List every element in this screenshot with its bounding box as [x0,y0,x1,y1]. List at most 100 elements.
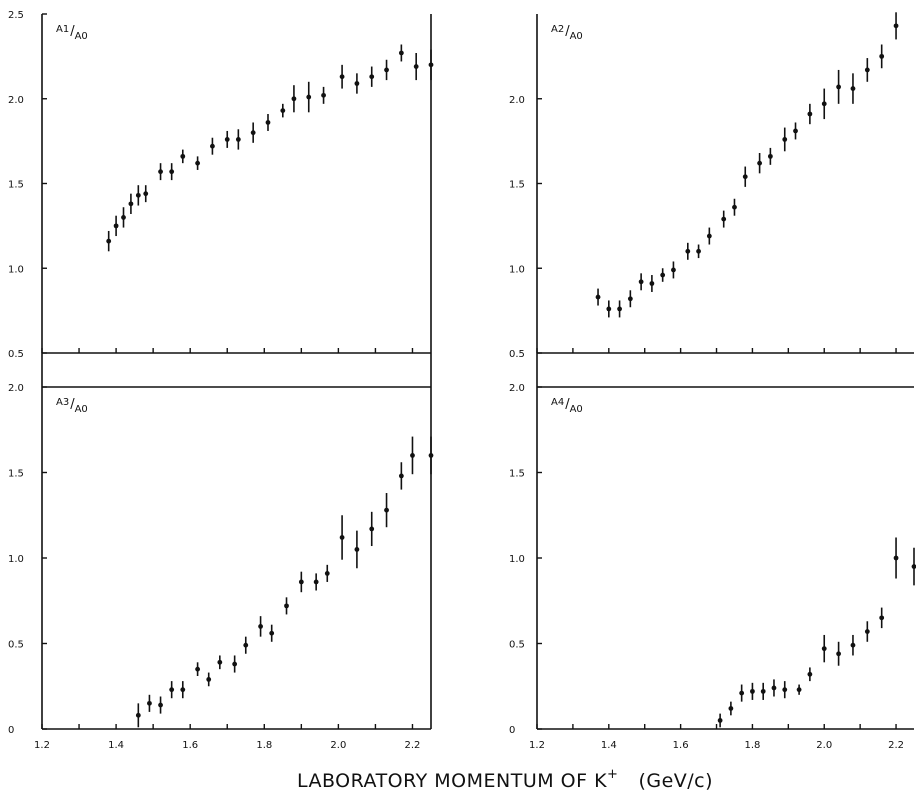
data-point [627,296,633,302]
y-tick-label: 2.0 [8,383,24,394]
data-point [269,630,275,636]
data-point [210,143,215,149]
y-tick-label: 0.5 [509,349,525,360]
data-point [158,702,163,708]
y-tick-label: 1.5 [8,180,24,191]
data-point [821,101,827,107]
data-point [649,281,655,286]
data-point [428,62,434,68]
data-point [169,169,175,175]
data-point [180,687,186,693]
y-tick-label: 1.0 [8,264,24,275]
y-tick-label: 0.5 [8,349,24,360]
x-tick-label: 1.6 [673,740,689,751]
data-point [158,169,163,175]
data-point [384,67,389,73]
panel-label-slash: / [565,24,570,39]
data-point [757,160,763,166]
y-tick-label: 2.0 [8,95,24,106]
y-tick-label: 1.5 [509,469,525,480]
panel-label-numerator: A1 [56,24,69,35]
data-point [313,579,319,585]
data-point [195,160,201,166]
data-point [324,570,330,576]
y-tick-label: 0 [8,725,14,736]
panel-label-denominator: A0 [75,31,88,42]
x-axis-title: LABORATORY MOMENTUM OF K+ (GeV/c) [297,767,713,792]
data-point [369,74,375,80]
data-point [298,579,304,585]
x-tick-label: 2.2 [888,740,904,751]
x-tick-label: 1.4 [601,740,617,751]
data-point [732,204,737,210]
x-axis-title-main: LABORATORY MOMENTUM OF K [297,770,607,792]
data-point [106,238,112,244]
y-tick-label: 1.0 [509,554,525,565]
y-tick-label: 1.0 [8,554,24,565]
data-point [864,67,870,73]
data-point [113,223,119,229]
data-point [143,191,149,197]
y-tick-label: 1.5 [8,469,24,480]
data-point [671,267,676,273]
data-point [180,153,186,159]
panel-label-slash: / [70,24,75,39]
data-point [836,651,841,657]
data-point [135,192,141,198]
y-tick-label: 1.5 [509,180,525,191]
data-point [750,688,755,694]
data-point [696,248,701,254]
y-tick-label: 0 [509,725,515,736]
x-tick-label: 2.0 [330,740,346,751]
data-point [706,233,712,239]
y-tick-label: 2.0 [509,95,525,106]
data-point [879,53,885,59]
data-point [893,555,899,561]
data-point [864,629,870,634]
data-point [807,671,813,677]
x-tick-label: 2.2 [405,740,421,751]
panel-label-slash: / [565,397,570,412]
data-point [767,153,773,159]
data-point [739,690,745,696]
data-point [413,64,419,69]
panel-label-numerator: A3 [56,397,69,408]
data-point [660,272,666,278]
data-point [398,50,404,56]
panel-a1: 0.5 1.0 1.5 2.0 2.5 A1/A0 [8,10,434,360]
x-tick-label: 1.8 [744,740,760,751]
panel-label-numerator: A2 [551,24,564,35]
data-point [354,547,360,552]
panel-label-denominator: A0 [75,404,88,415]
x-axis-title-units: (GeV/c) [638,770,713,792]
data-point [224,137,230,142]
data-point [280,108,286,114]
data-point [807,111,813,117]
data-point [893,23,899,29]
data-point [147,700,152,706]
x-tick-label: 2.0 [816,740,832,751]
data-point [121,215,126,220]
data-point [284,603,289,609]
panel-label-slash: / [70,397,75,412]
data-point [782,687,788,693]
data-point [243,642,249,648]
data-point [850,642,856,648]
data-point [821,646,827,652]
data-point [354,81,360,86]
x-tick-label: 1.2 [529,740,545,751]
data-point [911,564,916,569]
data-point [384,507,389,513]
panel-label: A3/A0 [56,397,88,415]
data-point [195,666,201,672]
data-point [232,661,238,667]
data-point [721,216,727,222]
data-point [135,712,141,718]
data-point [306,94,312,100]
data-point [638,279,644,285]
x-tick-label: 1.4 [108,740,124,751]
data-point [128,201,134,207]
panel-label-numerator: A4 [551,397,564,408]
x-tick-label: 1.2 [34,740,50,751]
